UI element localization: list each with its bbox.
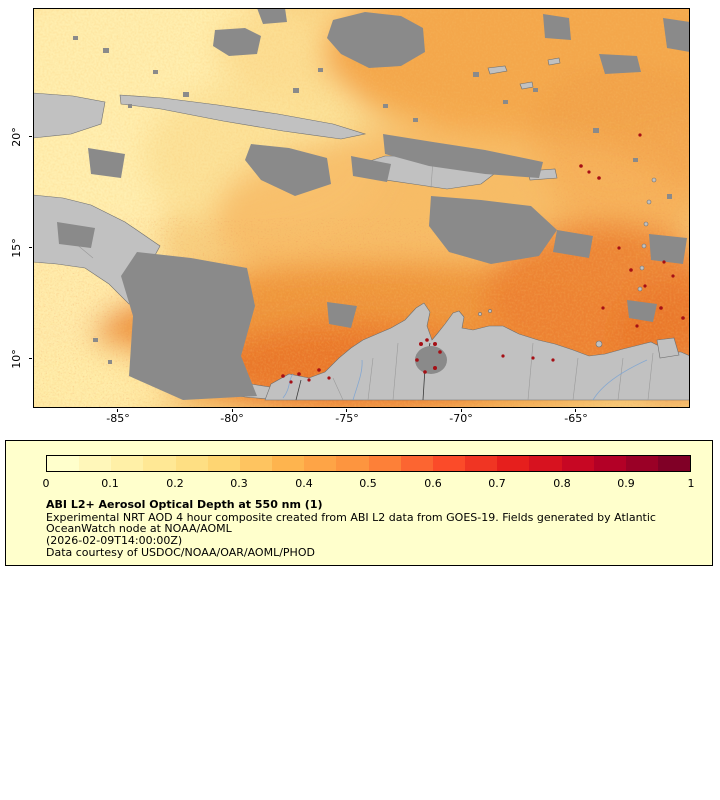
legend-description-line-1: Experimental NRT AOD 4 hour composite cr… <box>46 511 656 524</box>
legend-description-line-2: OceanWatch node at NOAA/AOML <box>46 522 232 535</box>
colorbar-tick-0: 0 <box>42 477 50 490</box>
y-axis-label-10: 10° <box>10 349 23 369</box>
high-aod-specks <box>281 133 685 384</box>
colorbar-tick-0-2: 0.2 <box>166 477 184 490</box>
map-plot-area <box>33 8 690 408</box>
colorbar-segment <box>529 456 562 471</box>
colorbar-segment <box>239 456 273 471</box>
colorbar-segment <box>207 456 240 471</box>
legend-courtesy: Data courtesy of USDOC/NOAA/OAR/AOML/PHO… <box>46 546 315 559</box>
land-trinidad <box>656 337 680 359</box>
x-axis-label--70: -70° <box>449 412 473 425</box>
x-tick--85 <box>117 409 118 412</box>
x-tick--80 <box>232 409 233 412</box>
colorbar-segment <box>657 456 691 471</box>
colorbar-segment <box>465 456 498 471</box>
cloud-specks <box>73 36 672 364</box>
land-yucatan <box>33 92 106 139</box>
cloud-mask <box>57 8 690 400</box>
colorbar-tick-1: 1 <box>687 477 695 490</box>
island-aruba <box>488 309 492 313</box>
colorbar-segment <box>111 456 144 471</box>
land-bahama-bank-2 <box>519 81 534 90</box>
colorbar-segment <box>175 456 208 471</box>
colorbar-segment <box>336 456 369 471</box>
colorbar-segment <box>47 456 80 471</box>
y-tick-10 <box>29 358 32 359</box>
land-south-america <box>264 302 690 401</box>
x-axis-label--85: -85° <box>106 412 130 425</box>
y-axis-label-20: 20° <box>10 127 23 147</box>
colorbar-segment <box>432 456 466 471</box>
colorbar-segment <box>625 456 658 471</box>
y-tick-15 <box>29 247 32 248</box>
colorbar-tick-0-9: 0.9 <box>617 477 635 490</box>
x-tick--70 <box>461 409 462 412</box>
colorbar <box>46 455 691 472</box>
land-bahama-bank-3 <box>547 57 561 66</box>
colorbar-segment <box>143 456 176 471</box>
aod-map-canvas <box>33 8 690 408</box>
colorbar-segment <box>79 456 112 471</box>
y-axis-label-15: 15° <box>10 238 23 258</box>
colorbar-segment <box>593 456 626 471</box>
x-axis-label--75: -75° <box>335 412 359 425</box>
colorbar-tick-0-4: 0.4 <box>295 477 313 490</box>
colorbar-segment <box>561 456 594 471</box>
island-margarita <box>595 340 603 348</box>
colorbar-segment <box>497 456 530 471</box>
island-curacao <box>478 312 482 316</box>
x-axis-label--80: -80° <box>220 412 244 425</box>
colorbar-tick-0-1: 0.1 <box>101 477 119 490</box>
map-frame-border <box>33 8 690 408</box>
aod-grain-red-east <box>553 68 690 228</box>
colorbar-segment <box>368 456 401 471</box>
colorbar-segment <box>272 456 305 471</box>
x-tick--75 <box>346 409 347 412</box>
x-tick--65 <box>575 409 576 412</box>
colorbar-tick-0-3: 0.3 <box>230 477 248 490</box>
legend: 0 0.1 0.2 0.3 0.4 0.5 0.6 0.7 0.8 0.9 1 … <box>5 440 713 566</box>
land-bahama-bank-1 <box>487 65 508 75</box>
land-cuba <box>119 94 367 140</box>
colorbar-tick-0-8: 0.8 <box>553 477 571 490</box>
rivers <box>282 359 648 401</box>
x-axis-label--65: -65° <box>564 412 588 425</box>
legend-title: ABI L2+ Aerosol Optical Depth at 550 nm … <box>46 498 323 511</box>
colorbar-tick-0-7: 0.7 <box>488 477 506 490</box>
y-tick-20 <box>29 136 32 137</box>
colorbar-segment <box>304 456 337 471</box>
legend-timestamp: (2026-02-09T14:00:00Z) <box>46 534 183 547</box>
colorbar-tick-0-6: 0.6 <box>424 477 442 490</box>
colorbar-segment <box>400 456 433 471</box>
colorbar-tick-0-5: 0.5 <box>359 477 377 490</box>
